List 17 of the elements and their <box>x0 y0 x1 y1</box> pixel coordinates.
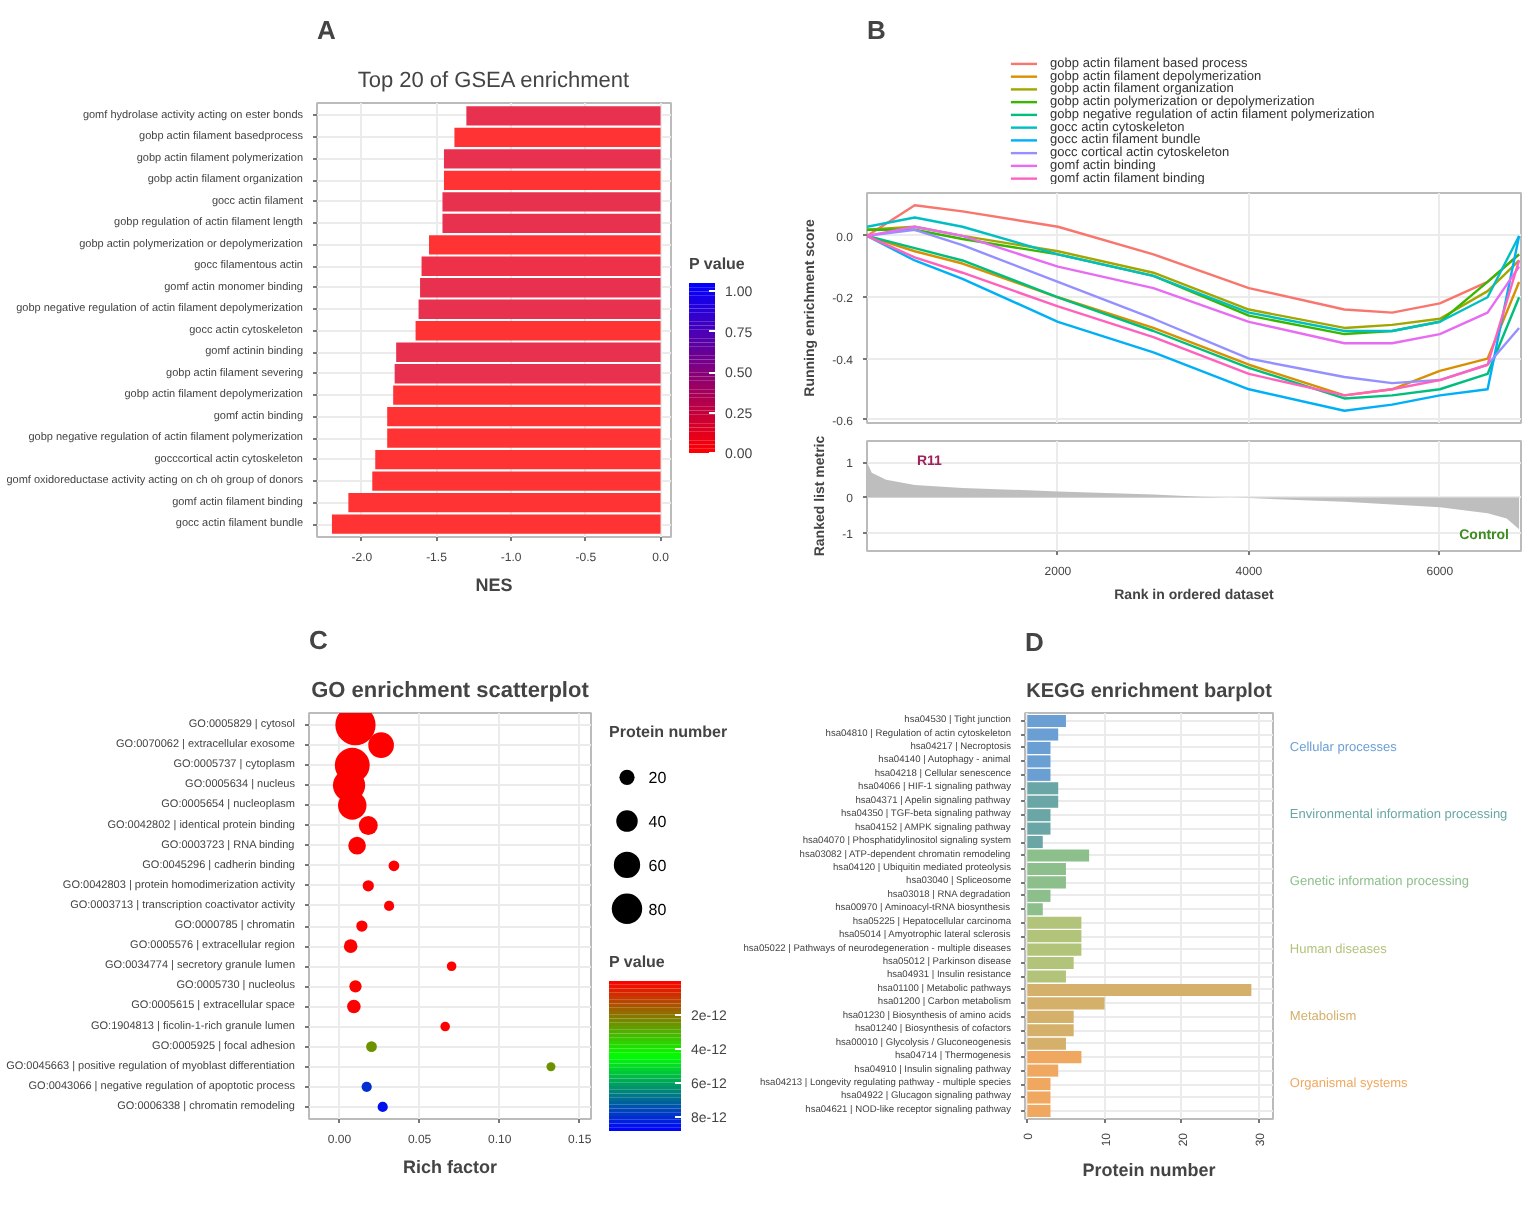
x-axis-title: NES <box>475 575 513 595</box>
text: B <box>867 15 886 45</box>
legend-label: 20 <box>648 769 668 788</box>
text: C <box>309 625 329 655</box>
x-axis-title: Protein number <box>1082 1160 1217 1181</box>
legend-label: 60 <box>648 856 668 875</box>
legend-label: 80 <box>648 900 668 919</box>
color-bar-title: P value <box>689 255 746 273</box>
legend-title: Protein number <box>609 723 728 741</box>
text: D <box>1025 627 1044 657</box>
legend-label: 40 <box>648 813 668 832</box>
color-bar-title: P value <box>609 953 666 971</box>
chart-title: Top 20 of GSEA enrichment <box>357 69 630 93</box>
chart-title: KEGG enrichment barplot <box>1026 681 1274 703</box>
text: A <box>317 15 337 45</box>
chart-title: GO enrichment scatterplot <box>311 679 590 703</box>
x-axis-title: Rich factor <box>402 1157 498 1177</box>
